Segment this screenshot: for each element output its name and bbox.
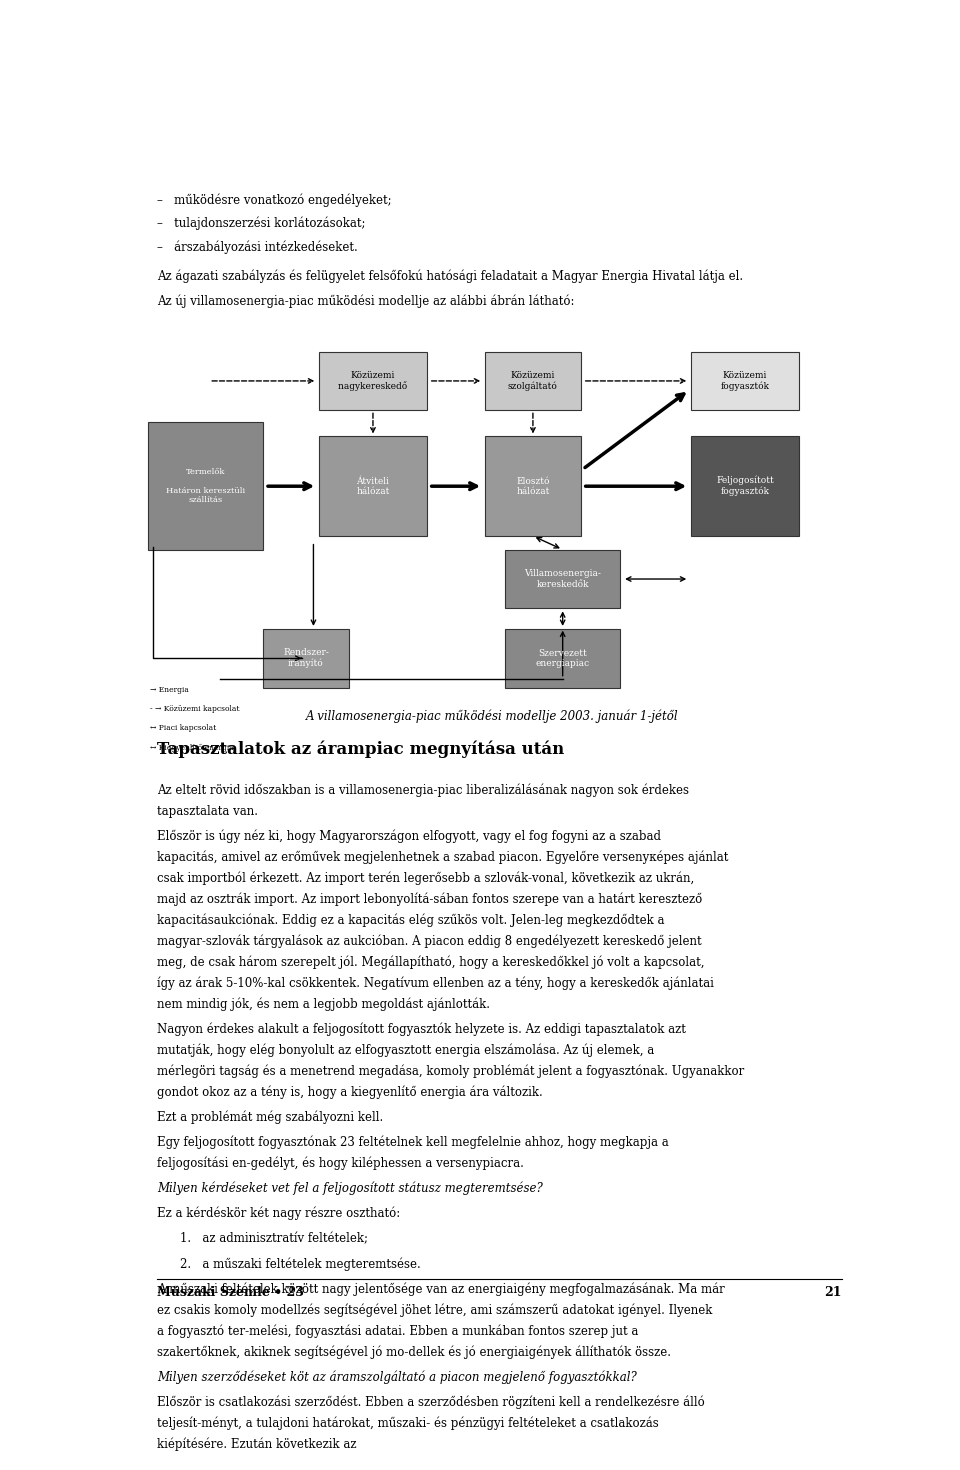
Text: kapacitásaukciónak. Eddig ez a kapacitás elég szűkös volt. Jelen-leg megkezdődte: kapacitásaukciónak. Eddig ez a kapacitás…: [157, 914, 664, 928]
FancyBboxPatch shape: [485, 437, 582, 537]
Text: Milyen kérdéseket vet fel a feljogosított státusz megteremtsése?: Milyen kérdéseket vet fel a feljogosítot…: [157, 1182, 543, 1195]
Text: Villamosenergia-
kereskedők: Villamosenergia- kereskedők: [524, 569, 601, 588]
Text: magyar-szlovák tárgyalások az aukcióban. A piacon eddig 8 engedélyezett keresked: magyar-szlovák tárgyalások az aukcióban.…: [157, 935, 702, 948]
Text: 2.   a műszaki feltételek megteremtsése.: 2. a műszaki feltételek megteremtsése.: [180, 1257, 420, 1270]
Text: Közüzemi
nagy​kereskedő: Közüzemi nagy​kereskedő: [338, 370, 408, 391]
Text: 21: 21: [825, 1286, 842, 1298]
Text: Elosztó
hálózat: Elosztó hálózat: [516, 476, 550, 495]
FancyBboxPatch shape: [691, 437, 799, 537]
Text: csak importból érkezett. Az import terén legerősebb a szlovák-vonal, következik : csak importból érkezett. Az import terén…: [157, 872, 694, 885]
Text: tapasztalata van.: tapasztalata van.: [157, 806, 258, 817]
FancyBboxPatch shape: [505, 550, 620, 609]
Text: ez csakis komoly modellzés segítségével jöhet létre, ami számszerű adatokat igén: ez csakis komoly modellzés segítségével …: [157, 1304, 712, 1317]
Text: kiépítésére. Ezután következik az: kiépítésére. Ezután következik az: [157, 1438, 357, 1451]
Text: majd az osztrák import. Az import lebonyolítá-sában fontos szerepe van a határt : majd az osztrák import. Az import lebony…: [157, 892, 703, 907]
Text: Közüzemi
szolgáltató: Közüzemi szolgáltató: [508, 370, 558, 391]
FancyBboxPatch shape: [691, 351, 799, 410]
FancyBboxPatch shape: [263, 629, 348, 688]
Text: Egy feljogosított fogyasztónak 23 feltételnek kell megfelelnie ahhoz, hogy megka: Egy feljogosított fogyasztónak 23 feltét…: [157, 1136, 669, 1150]
Text: meg, de csak három szerepelt jól. Megállapítható, hogy a kereskedőkkel jó volt a: meg, de csak három szerepelt jól. Megáll…: [157, 956, 705, 969]
Text: –   árszabályozási intézkedéseket.: – árszabályozási intézkedéseket.: [157, 240, 358, 254]
Text: a fogyasztó ter-melési, fogyasztási adatai. Ebben a munkában fontos szerep jut a: a fogyasztó ter-melési, fogyasztási adat…: [157, 1324, 638, 1338]
Text: Közüzemi
fogyasztók: Közüzemi fogyasztók: [720, 370, 770, 391]
Text: Átviteli
hálózat: Átviteli hálózat: [356, 476, 390, 495]
Text: Tapasztalatok az árampiac megnyítása után: Tapasztalatok az árampiac megnyítása utá…: [157, 741, 564, 759]
Text: Először is úgy néz ki, hogy Magyarországon elfogyott, vagy el fog fogyni az a sz: Először is úgy néz ki, hogy Magyarország…: [157, 831, 661, 844]
FancyBboxPatch shape: [505, 629, 620, 688]
Text: 1.   az adminisztratív feltételek;: 1. az adminisztratív feltételek;: [180, 1232, 368, 1245]
Text: teljesít-ményt, a tulajdoni határokat, műszaki- és pénzügyi feltételeket a csatl: teljesít-ményt, a tulajdoni határokat, m…: [157, 1416, 659, 1430]
Text: Műszaki Szemle • 23: Műszaki Szemle • 23: [157, 1286, 304, 1298]
Text: feljogosítási en-gedélyt, és hogy kiléphessen a versenypiacra.: feljogosítási en-gedélyt, és hogy kiléph…: [157, 1157, 524, 1170]
FancyBboxPatch shape: [485, 351, 582, 410]
Text: szakertőknek, akiknek segítségével jó mo-dellek és jó energiaigények állíthatók : szakertőknek, akiknek segítségével jó mo…: [157, 1345, 671, 1358]
FancyBboxPatch shape: [148, 422, 263, 550]
Text: Szervezett
energiapiac: Szervezett energiapiac: [536, 648, 589, 667]
FancyBboxPatch shape: [319, 351, 427, 410]
Text: gondot okoz az a tény is, hogy a kiegyenlítő energia ára változik.: gondot okoz az a tény is, hogy a kiegyen…: [157, 1085, 543, 1100]
Text: - → Közüzemi kapcsolat: - → Közüzemi kapcsolat: [150, 706, 239, 713]
Text: –   tulajdonszerzési korlátozásokat;: – tulajdonszerzési korlátozásokat;: [157, 216, 366, 231]
Text: mutatják, hogy elég bonyolult az elfogyasztott energia elszámolása. Az új elemek: mutatják, hogy elég bonyolult az elfogya…: [157, 1044, 655, 1057]
Text: Nagyon érdekes alakult a feljogosított fogyasztók helyzete is. Az eddigi tapaszt: Nagyon érdekes alakult a feljogosított f…: [157, 1023, 686, 1036]
Text: Ez a kérdéskör két nagy részre osztható:: Ez a kérdéskör két nagy részre osztható:: [157, 1207, 400, 1220]
Text: ↔ Piaci kapcsolat: ↔ Piaci kapcsolat: [150, 725, 216, 732]
Text: A villamosenergia-piac működési modellje 2003. január 1-jétől: A villamosenergia-piac működési modellje…: [305, 709, 679, 723]
Text: nem mindig jók, és nem a legjobb megoldást ajánlották.: nem mindig jók, és nem a legjobb megoldá…: [157, 998, 491, 1011]
Text: Ezt a problémát még szabályozni kell.: Ezt a problémát még szabályozni kell.: [157, 1110, 383, 1125]
Text: Az új villamosenergia-piac működési modellje az alábbi ábrán látható:: Az új villamosenergia-piac működési mode…: [157, 294, 575, 307]
Text: → Energia: → Energia: [150, 686, 188, 694]
FancyBboxPatch shape: [319, 437, 427, 537]
Text: mérlegöri tagság és a menetrend megadása, komoly problémát jelent a fogyasztónak: mérlegöri tagság és a menetrend megadása…: [157, 1064, 744, 1078]
Text: kapacitás, amivel az erőművek megjelenhetnek a szabad piacon. Egyelőre versenyкé: kapacitás, amivel az erőművek megjelenhe…: [157, 851, 729, 864]
Text: így az árak 5-10%-kal csökkentek. Negatívum ellenben az a tény, hogy a kereskedő: így az árak 5-10%-kal csökkentek. Negatí…: [157, 976, 714, 989]
Text: Az eltelt rövid időszakban is a villamosenergia-piac liberalizálásának nagyon so: Az eltelt rövid időszakban is a villamos…: [157, 784, 689, 797]
Text: Először is csatlakozási szerződést. Ebben a szerződésben rögzíteni kell a rendel: Először is csatlakozási szerződést. Ebbe…: [157, 1395, 705, 1408]
Text: Milyen szerződéseket köt az áramszolgáltató a piacon megjelenő fogyasztókkal?: Milyen szerződéseket köt az áramszolgált…: [157, 1370, 636, 1383]
Text: –   működésre vonatkozó engedélyeket;: – működésre vonatkozó engedélyeket;: [157, 194, 392, 207]
Text: Feljogosított
fogyasztók: Feljogosított fogyasztók: [716, 476, 774, 497]
Text: Rendszer-
irányító: Rendszer- irányító: [283, 648, 329, 669]
Text: Az ágazati szabályzás és felügyelet felsőfokú hatósági feladatait a Magyar Energ: Az ágazati szabályzás és felügyelet fels…: [157, 270, 743, 284]
Text: ↔ Kiegyenlítő energia: ↔ Kiegyenlítő energia: [150, 744, 233, 751]
Text: Termelők

Határon keresztüli
szállítás: Termelők Határon keresztüli szállítás: [166, 469, 245, 504]
Text: A műszaki feltételek között nagy jelentősége van az energiaigény megfogalmazásán: A műszaki feltételek között nagy jelentő…: [157, 1282, 725, 1295]
